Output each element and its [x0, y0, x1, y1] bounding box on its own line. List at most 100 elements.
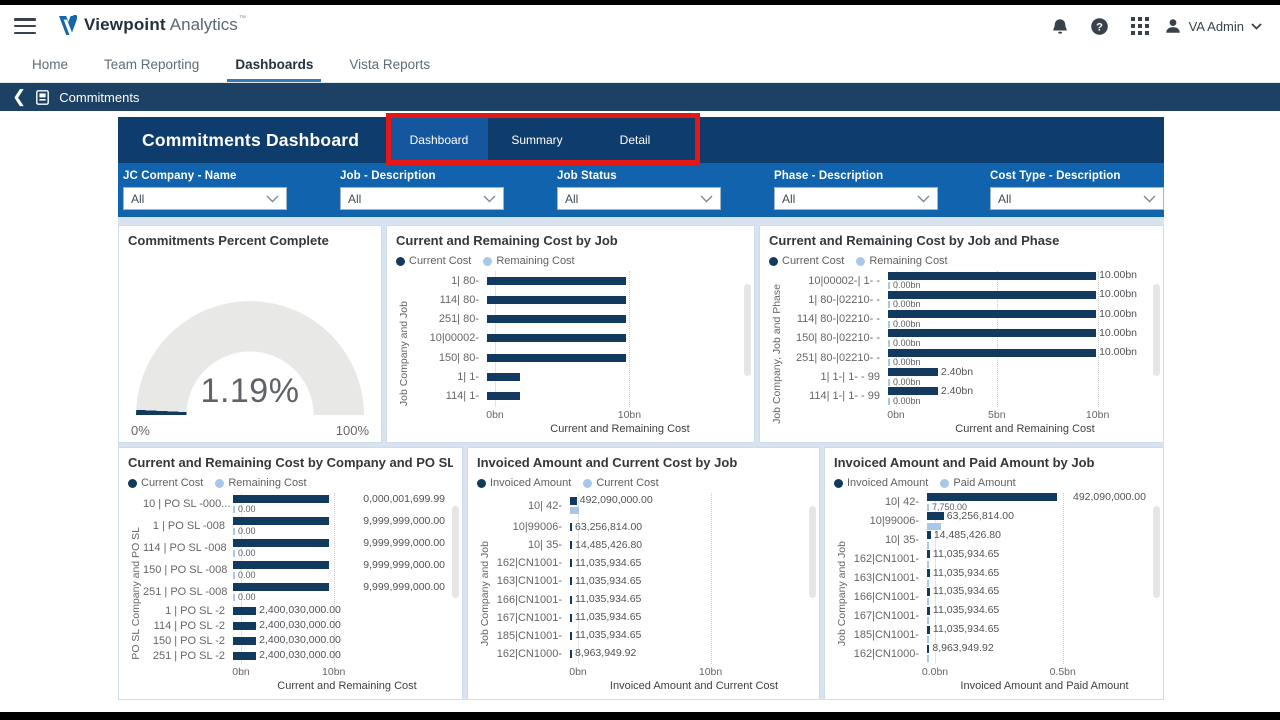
- legend-item-light[interactable]: Paid Amount: [940, 477, 1015, 489]
- filter-dropdown-job-description[interactable]: All: [340, 187, 504, 210]
- bar-sub[interactable]: [888, 301, 890, 308]
- bar-main[interactable]: [233, 652, 256, 660]
- back-chevron-icon[interactable]: ❮: [12, 88, 26, 105]
- bar-sub[interactable]: [888, 340, 890, 347]
- bar-main[interactable]: [233, 495, 329, 503]
- chart-scrollbar[interactable]: [1153, 506, 1160, 598]
- bar-sub[interactable]: [888, 359, 890, 366]
- bar-main[interactable]: [570, 632, 572, 640]
- bar-main[interactable]: [487, 277, 626, 285]
- bar-main[interactable]: [927, 607, 930, 615]
- filter-dropdown-job-status[interactable]: All: [557, 187, 721, 210]
- bar-main[interactable]: [888, 272, 1096, 280]
- bar-main[interactable]: [927, 512, 944, 520]
- tab-dashboard[interactable]: Dashboard: [390, 117, 488, 163]
- app-grid-icon[interactable]: [1120, 11, 1160, 41]
- bar-sub[interactable]: [927, 580, 929, 587]
- bar-sub[interactable]: [927, 636, 929, 643]
- bar-main[interactable]: [570, 614, 572, 622]
- filter-dropdown-cost-type-description[interactable]: All: [990, 187, 1164, 210]
- bar-sub[interactable]: [927, 561, 929, 568]
- bar-main[interactable]: [570, 650, 572, 658]
- bar-main[interactable]: [487, 296, 626, 304]
- bar-sub[interactable]: [888, 379, 890, 386]
- bar-main[interactable]: [888, 368, 938, 376]
- bar-main[interactable]: [927, 626, 930, 634]
- nav-item-home[interactable]: Home: [14, 47, 86, 82]
- breadcrumb-label[interactable]: Commitments: [59, 90, 139, 105]
- bar-main[interactable]: [888, 310, 1096, 318]
- chart-scrollbar[interactable]: [1153, 284, 1160, 376]
- bar-main[interactable]: [927, 531, 931, 539]
- nav-item-vista-reports[interactable]: Vista Reports: [331, 47, 448, 82]
- chart-invoiced-amount-paid-amount-by-job[interactable]: Invoiced Amount and Paid Amount by Job I…: [824, 447, 1164, 700]
- bar-sub[interactable]: [927, 542, 929, 549]
- bar-main[interactable]: [570, 523, 572, 531]
- bar-main[interactable]: [487, 334, 626, 342]
- bar-main[interactable]: [233, 607, 256, 615]
- chart-scrollbar[interactable]: [452, 506, 459, 598]
- bar-sub[interactable]: [927, 504, 929, 511]
- legend-item-light[interactable]: Current Cost: [583, 477, 658, 489]
- filter-dropdown-phase-description[interactable]: All: [774, 187, 938, 210]
- bar-main[interactable]: [233, 583, 329, 591]
- chart-current-remaining-cost-by-job[interactable]: Current and Remaining Cost by Job Curren…: [386, 225, 755, 443]
- bar-main[interactable]: [233, 561, 329, 569]
- hamburger-menu-icon[interactable]: [14, 18, 36, 34]
- chart-scrollbar[interactable]: [809, 506, 816, 598]
- chart-current-remaining-cost-by-job-and-phase[interactable]: Current and Remaining Cost by Job and Ph…: [759, 225, 1164, 443]
- bar-main[interactable]: [233, 622, 256, 630]
- bar-main[interactable]: [233, 517, 329, 525]
- bar-main[interactable]: [570, 497, 577, 505]
- user-menu[interactable]: VA Admin: [1164, 17, 1262, 35]
- bar-main[interactable]: [888, 349, 1096, 357]
- bar-main[interactable]: [487, 392, 520, 400]
- chart-current-remaining-cost-by-company-po-sl[interactable]: Current and Remaining Cost by Company an…: [118, 447, 463, 700]
- chart-invoiced-amount-current-cost-by-job[interactable]: Invoiced Amount and Current Cost by Job …: [467, 447, 820, 700]
- bar-sub[interactable]: [888, 398, 890, 405]
- bar-main[interactable]: [487, 354, 626, 362]
- bar-main[interactable]: [927, 569, 930, 577]
- notifications-bell-icon[interactable]: [1040, 11, 1080, 41]
- legend-item-light[interactable]: Remaining Cost: [856, 255, 947, 267]
- legend-item-dark[interactable]: Current Cost: [396, 255, 471, 267]
- legend-item-dark[interactable]: Current Cost: [769, 255, 844, 267]
- bar-main[interactable]: [570, 596, 572, 604]
- bar-sub[interactable]: [233, 550, 235, 557]
- chart-scrollbar[interactable]: [744, 284, 751, 376]
- filter-dropdown-jc-company[interactable]: All: [123, 187, 287, 210]
- legend-item-dark[interactable]: Current Cost: [128, 477, 203, 489]
- nav-item-team-reporting[interactable]: Team Reporting: [86, 47, 217, 82]
- bar-sub[interactable]: [888, 282, 890, 289]
- bar-main[interactable]: [927, 493, 1057, 501]
- bar-sub[interactable]: [570, 507, 579, 514]
- legend-item-dark[interactable]: Invoiced Amount: [477, 477, 571, 489]
- bar-main[interactable]: [570, 559, 572, 567]
- bar-sub[interactable]: [927, 655, 929, 662]
- bar-main[interactable]: [927, 550, 930, 558]
- tab-summary[interactable]: Summary: [488, 117, 586, 163]
- bar-sub[interactable]: [233, 594, 235, 601]
- tab-detail[interactable]: Detail: [586, 117, 684, 163]
- bar-main[interactable]: [888, 329, 1096, 337]
- bar-sub[interactable]: [233, 528, 235, 535]
- bar-main[interactable]: [927, 588, 930, 596]
- bar-main[interactable]: [570, 541, 572, 549]
- nav-item-dashboards[interactable]: Dashboards: [217, 47, 331, 82]
- legend-item-dark[interactable]: Invoiced Amount: [834, 477, 928, 489]
- bar-main[interactable]: [487, 373, 520, 381]
- bar-sub[interactable]: [233, 572, 235, 579]
- legend-item-light[interactable]: Remaining Cost: [215, 477, 306, 489]
- bar-main[interactable]: [888, 387, 938, 395]
- bar-main[interactable]: [233, 637, 256, 645]
- bar-sub[interactable]: [888, 321, 890, 328]
- bar-sub[interactable]: [927, 617, 929, 624]
- bar-main[interactable]: [888, 291, 1096, 299]
- bar-sub[interactable]: [927, 598, 929, 605]
- legend-item-light[interactable]: Remaining Cost: [483, 255, 574, 267]
- help-icon[interactable]: ?: [1080, 11, 1120, 41]
- gauge-card[interactable]: Commitments Percent Complete 1.19% 0% 10…: [118, 225, 382, 443]
- bar-main[interactable]: [927, 645, 929, 653]
- bar-main[interactable]: [487, 315, 626, 323]
- bar-sub[interactable]: [233, 506, 235, 513]
